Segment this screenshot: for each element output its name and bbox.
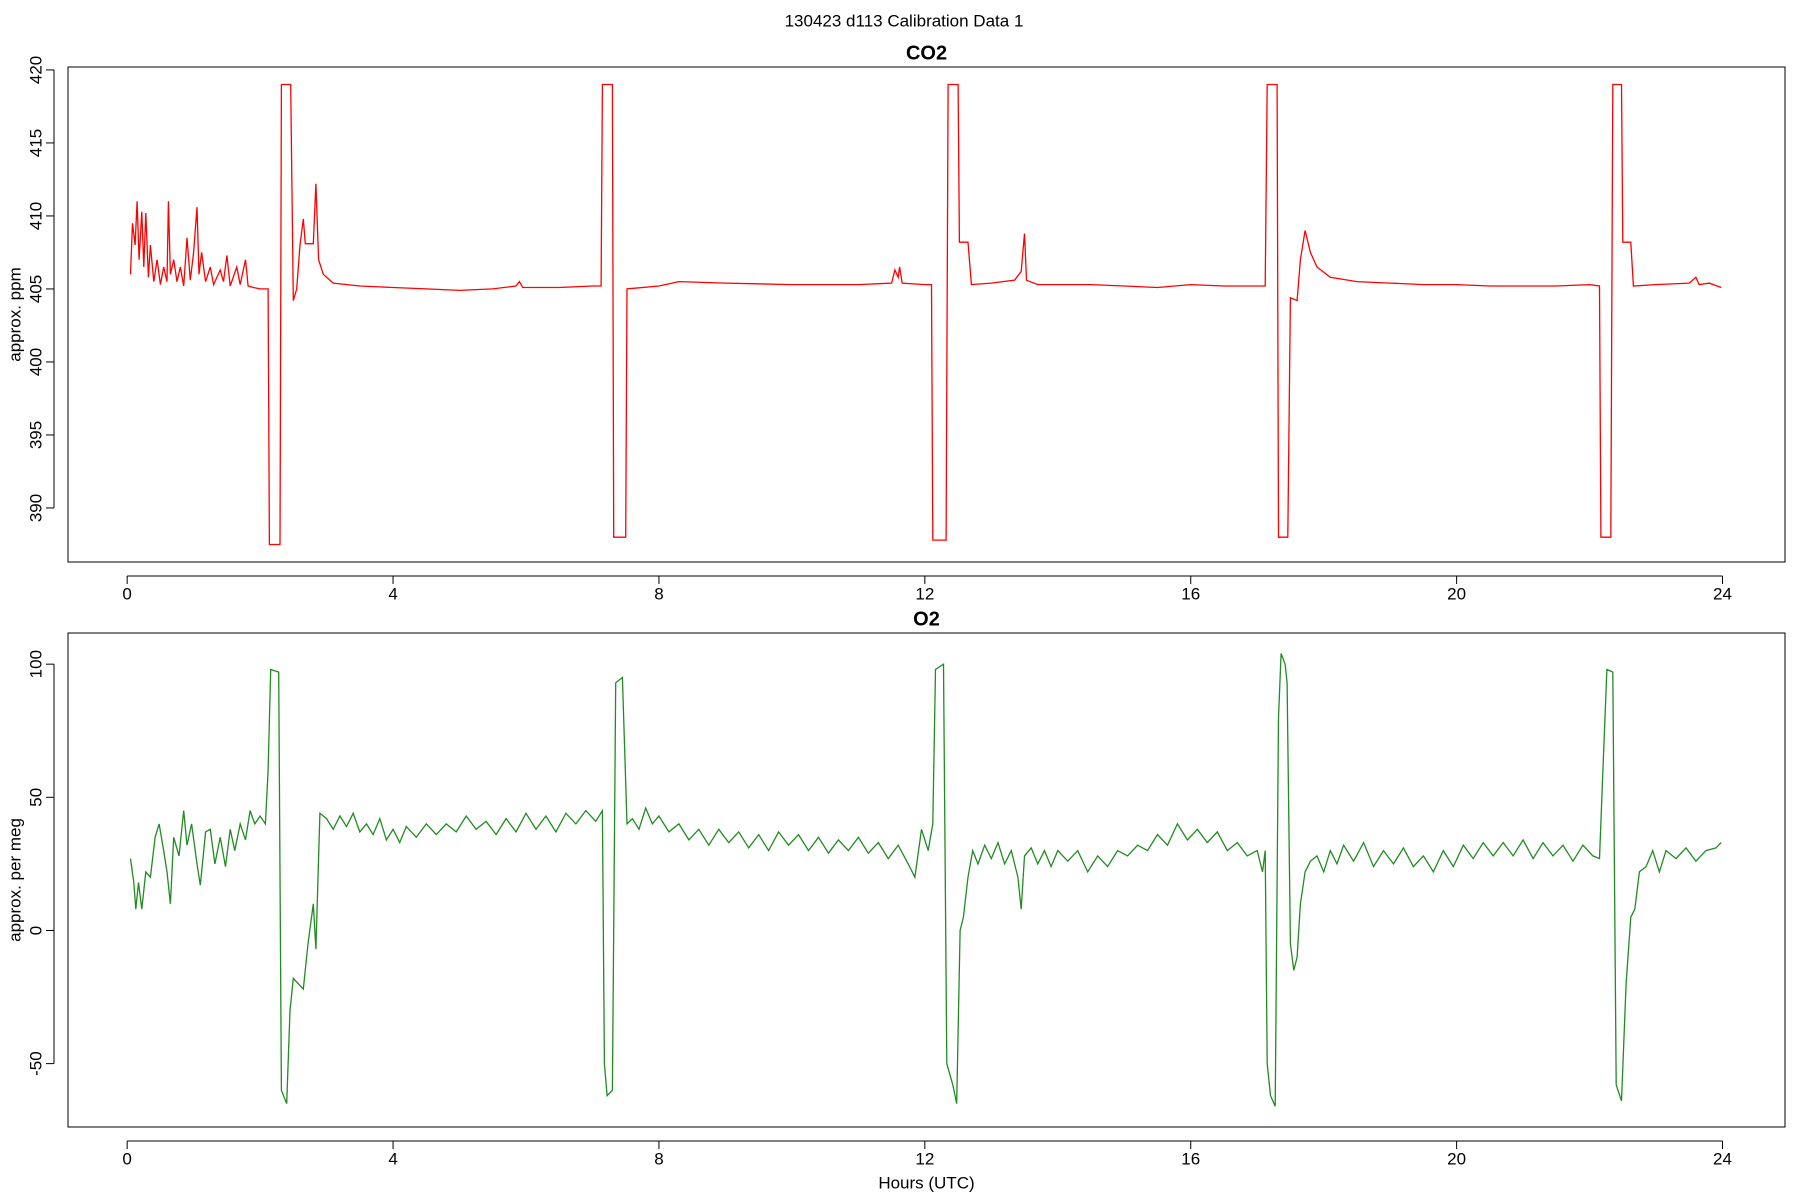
y-tick-label: 410: [26, 202, 45, 230]
x-tick-label: 12: [915, 584, 934, 603]
x-tick-label: 8: [654, 1149, 663, 1168]
plot-frame: [67, 632, 1786, 1128]
chart-title: CO2: [906, 42, 947, 64]
x-tick-label: 16: [1181, 584, 1200, 603]
plot-frame: [67, 66, 1786, 563]
x-tick-label: 8: [654, 584, 663, 603]
x-tick-label: 20: [1447, 1149, 1466, 1168]
x-tick-label: 24: [1713, 584, 1732, 603]
y-tick-label: 400: [26, 348, 45, 376]
y-tick-label: 420: [26, 56, 45, 84]
x-tick-label: 16: [1181, 1149, 1200, 1168]
y-axis-label: approx. per meg: [5, 818, 24, 942]
chart-title: O2: [913, 608, 940, 630]
y-tick-label: 395: [26, 421, 45, 449]
data-line: [129, 653, 1722, 1107]
y-axis-label: approx. ppm: [5, 267, 24, 362]
y-tick-label: 0: [26, 926, 45, 935]
y-tick-label: 415: [26, 129, 45, 157]
x-tick-label: 0: [122, 1149, 131, 1168]
figure-title: 130423 d113 Calibration Data 1: [785, 11, 1024, 30]
x-tick-label: 0: [122, 584, 131, 603]
y-tick-label: 100: [26, 650, 45, 678]
x-tick-label: 20: [1447, 584, 1466, 603]
x-tick-label: 12: [915, 1149, 934, 1168]
y-tick-label: 405: [26, 275, 45, 303]
y-tick-label: 390: [26, 494, 45, 522]
y-tick-label: -50: [26, 1051, 45, 1076]
data-line: [129, 83, 1722, 546]
x-tick-label: 4: [388, 1149, 397, 1168]
y-tick-label: 50: [26, 788, 45, 807]
x-tick-label: 24: [1713, 1149, 1732, 1168]
x-axis-label: Hours (UTC): [878, 1173, 974, 1192]
x-tick-label: 4: [388, 584, 397, 603]
